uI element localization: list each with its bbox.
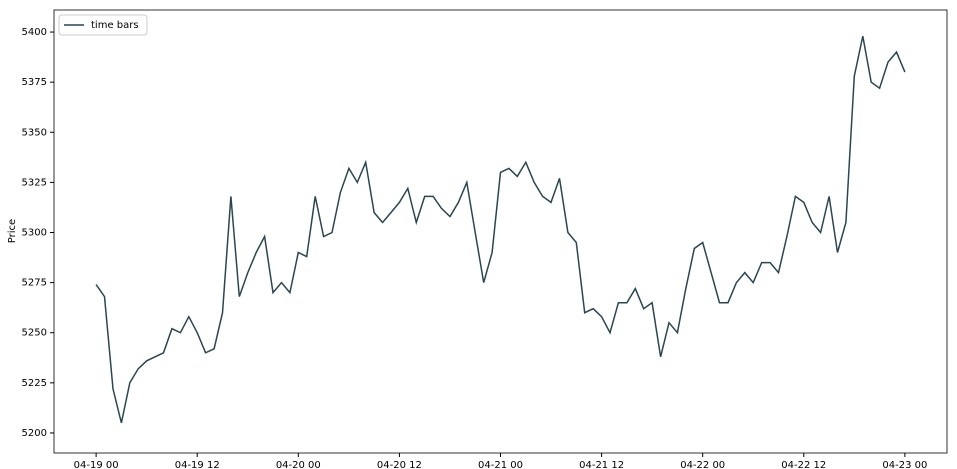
x-tick-label: 04-22 00 xyxy=(680,460,725,469)
y-tick-label: 5275 xyxy=(22,278,47,289)
legend-label: time bars xyxy=(91,20,139,31)
y-tick-label: 5400 xyxy=(22,27,47,38)
y-tick-label: 5225 xyxy=(22,378,47,389)
y-tick-label: 5300 xyxy=(22,228,47,239)
x-tick-label: 04-20 12 xyxy=(377,460,422,469)
x-tick-label: 04-19 00 xyxy=(74,460,119,469)
x-tick-label: 04-20 00 xyxy=(276,460,321,469)
x-tick-label: 04-21 12 xyxy=(579,460,624,469)
x-tick-label: 04-22 12 xyxy=(781,460,826,469)
price-line xyxy=(95,35,906,424)
y-tick-label: 5325 xyxy=(22,177,47,188)
y-tick-label: 5350 xyxy=(22,127,47,138)
y-tick-label: 5375 xyxy=(22,77,47,88)
y-tick-label: 5200 xyxy=(22,428,47,439)
x-tick-label: 04-19 12 xyxy=(175,460,220,469)
legend-box xyxy=(58,14,148,36)
plot-frame xyxy=(53,9,948,454)
x-tick-label: 04-23 00 xyxy=(882,460,927,469)
x-tick-label: 04-21 00 xyxy=(478,460,523,469)
y-axis-label: Price xyxy=(7,219,18,243)
y-tick-label: 5250 xyxy=(22,328,47,339)
